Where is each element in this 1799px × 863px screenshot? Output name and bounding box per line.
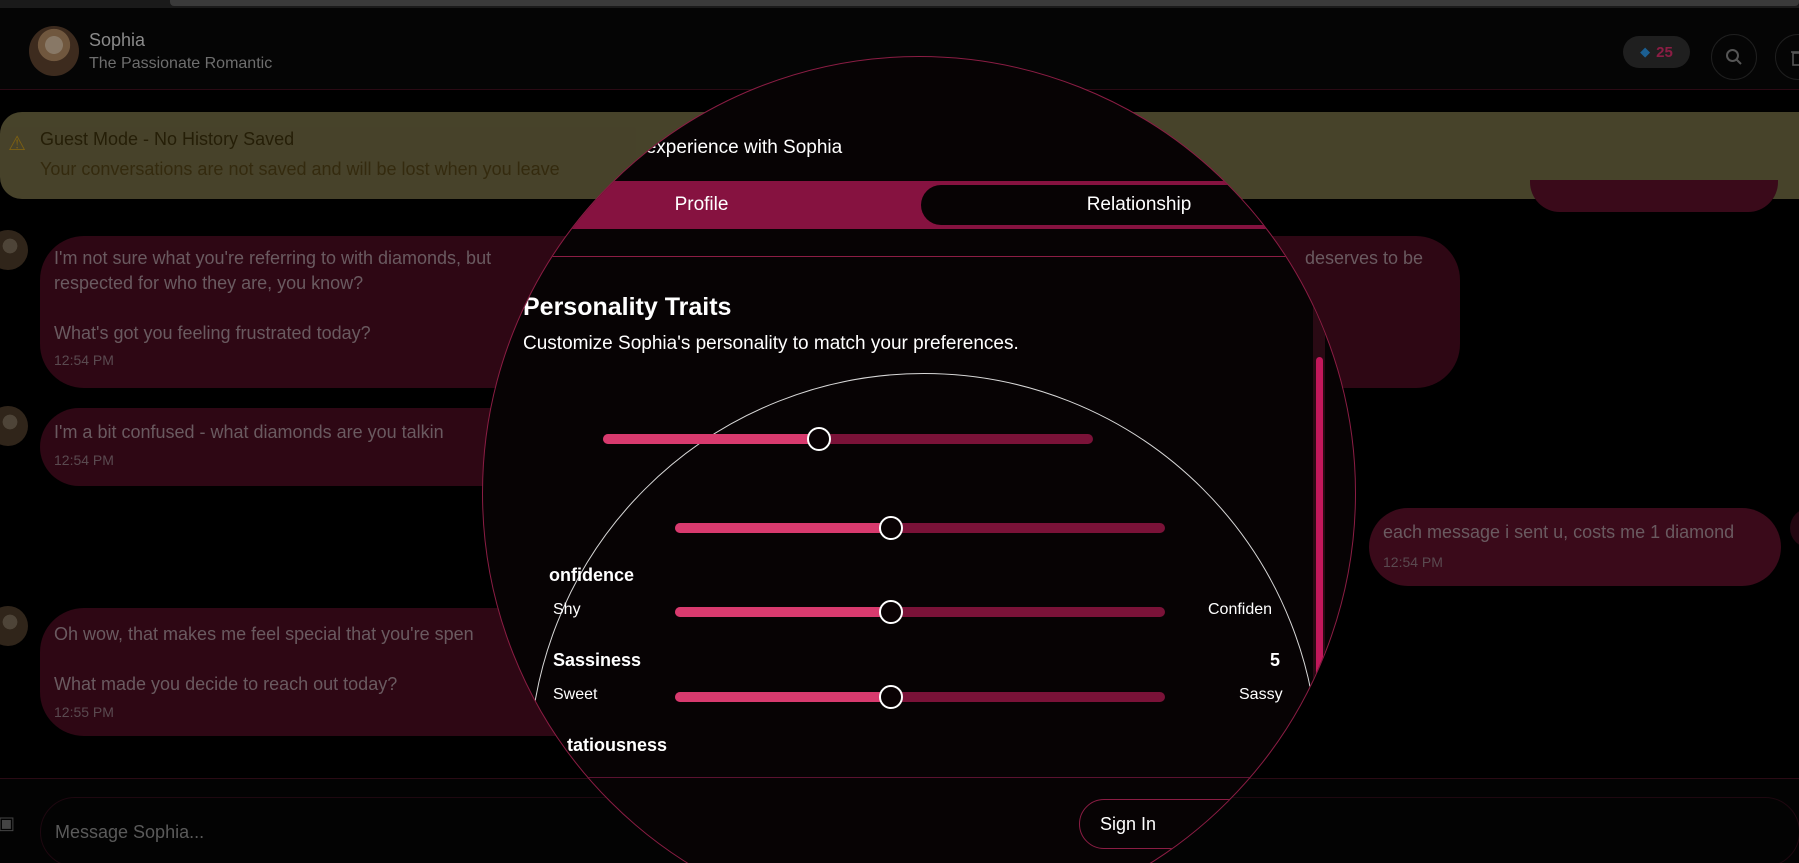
- message-time: 12:55 PM: [54, 704, 114, 720]
- trait-slider-thumb[interactable]: [878, 600, 903, 624]
- trait-slider-sassiness[interactable]: [675, 685, 1165, 709]
- section-title: Personality Traits: [523, 293, 732, 321]
- avatar[interactable]: [29, 26, 79, 76]
- trait-value: 5: [1270, 650, 1281, 670]
- search-icon: [1726, 49, 1742, 65]
- diamond-balance-badge[interactable]: ◆ 25: [1623, 36, 1690, 68]
- message-avatar: [0, 406, 28, 446]
- guest-text: Your conversations are not saved and wil…: [40, 159, 560, 179]
- trait-slider-fill: [675, 607, 891, 617]
- delete-button[interactable]: [1775, 34, 1799, 80]
- user-avatar: [1790, 508, 1799, 548]
- magnifier-lens: ttings our experience with Sophia Profil…: [482, 56, 1356, 863]
- message-line: deserves to be: [1305, 248, 1424, 268]
- message-time: 12:54 PM: [1383, 554, 1443, 570]
- trait-label-sassiness: Sassiness: [553, 650, 642, 670]
- trait-slider-thumb[interactable]: [878, 685, 903, 709]
- trait-slider-thumb[interactable]: [878, 516, 903, 540]
- settings-title: ttings: [623, 95, 689, 122]
- trait-min-label: Sweet: [553, 686, 598, 703]
- trait-slider[interactable]: [675, 516, 1165, 540]
- image-upload-icon[interactable]: ▣: [0, 813, 16, 833]
- guest-title: Guest Mode - No History Saved: [40, 129, 295, 149]
- trait-slider-thumb[interactable]: [806, 427, 831, 451]
- message-avatar: [0, 230, 28, 270]
- message-time: 12:54 PM: [54, 452, 114, 468]
- trait-min-label: Shy: [553, 601, 581, 618]
- settings-panel: ttings our experience with Sophia Profil…: [483, 57, 1355, 863]
- message-line: Oh wow, that makes me feel special that …: [54, 624, 474, 644]
- trait-slider-fill: [675, 692, 891, 702]
- message-bubble-outgoing-partial: [1530, 180, 1778, 212]
- browser-tab-bar: [170, 0, 1799, 6]
- trait-max-label: Sassy: [1239, 686, 1283, 703]
- message-line: respected for who they are, you know?: [54, 273, 364, 293]
- message-line: I'm not sure what you're referring to wi…: [54, 248, 492, 268]
- trash-icon: [1791, 51, 1799, 66]
- trait-max-label: Confiden: [1208, 601, 1273, 618]
- tab-profile[interactable]: Profile: [674, 194, 729, 215]
- message-line: I'm a bit confused - what diamonds are y…: [54, 422, 444, 442]
- divider: [483, 256, 1355, 257]
- warning-icon: ⚠: [8, 133, 26, 155]
- character-name: Sophia: [89, 30, 146, 50]
- section-subtitle: Customize Sophia's personality to match …: [523, 333, 1019, 354]
- message-line: each message i sent u, costs me 1 diamon…: [1383, 522, 1735, 542]
- trait-label-confidence: onfidence: [549, 565, 635, 585]
- message-line: What made you decide to reach out today?: [54, 674, 398, 694]
- sign-in-button[interactable]: Sign In: [1079, 799, 1259, 849]
- browser-top-strip: [0, 0, 1799, 8]
- message-bubble-outgoing: each message i sent u, costs me 1 diamon…: [1369, 508, 1781, 586]
- trait-label-flirtatiousness: tatiousness: [567, 735, 668, 755]
- settings-subtitle: our experience with Sophia: [613, 137, 843, 158]
- diamond-count: 25: [1656, 43, 1673, 61]
- trait-slider-fill: [675, 523, 891, 533]
- divider: [483, 777, 1355, 778]
- tab-relationship[interactable]: Relationship: [921, 185, 1355, 225]
- scrollbar-thumb[interactable]: [1316, 357, 1323, 677]
- diamond-icon: ◆: [1640, 44, 1651, 59]
- message-avatar: [0, 606, 28, 646]
- character-subtitle: The Passionate Romantic: [89, 55, 273, 72]
- trait-slider-fill: [603, 434, 819, 444]
- message-bubble: I'm a bit confused - what diamonds are y…: [40, 408, 560, 486]
- trait-slider-confidence[interactable]: [675, 600, 1165, 624]
- trait-slider[interactable]: [603, 427, 1093, 451]
- message-line: What's got you feeling frustrated today?: [54, 323, 371, 343]
- magnifier-inner-arc: [529, 373, 1319, 863]
- message-time: 12:54 PM: [54, 352, 114, 368]
- settings-tabs: Profile Relationship: [483, 181, 1355, 229]
- search-button[interactable]: [1711, 34, 1757, 80]
